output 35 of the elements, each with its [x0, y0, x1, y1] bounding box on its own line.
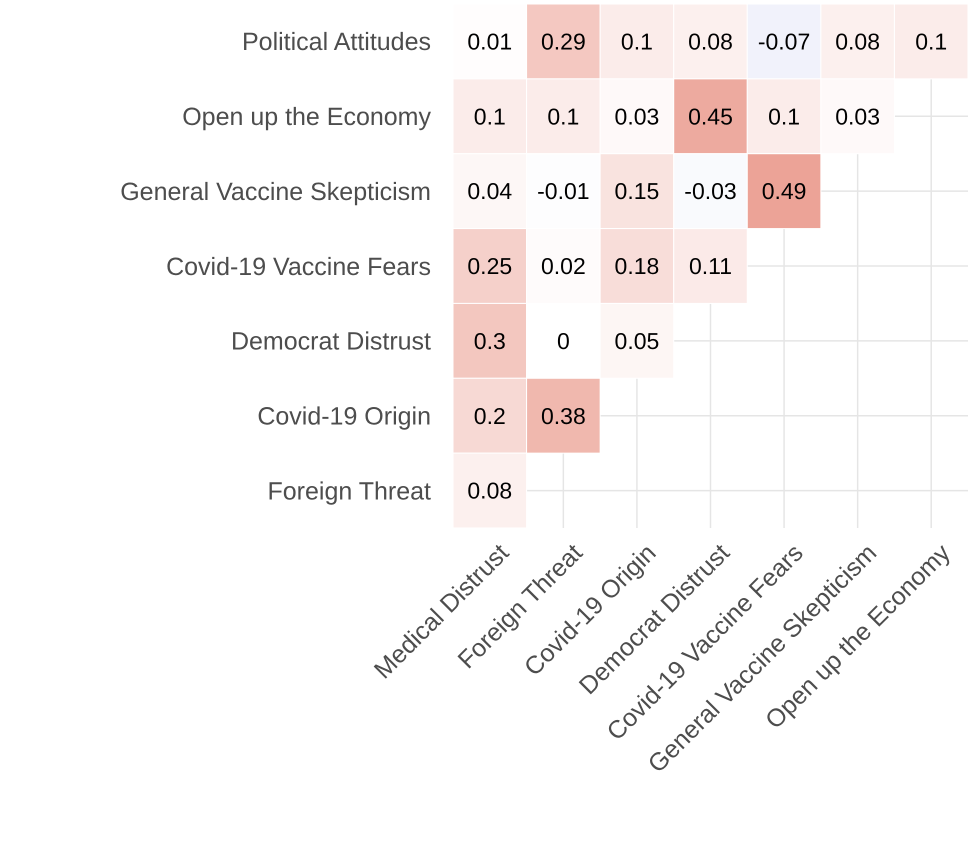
y-tick-label: General Vaccine Skepticism	[120, 178, 431, 206]
data-label: 0.25	[467, 253, 512, 280]
y-tick-label: Democrat Distrust	[230, 328, 432, 356]
y-tick-label: Foreign Threat	[267, 477, 432, 506]
data-label: 0.1	[915, 28, 948, 54]
data-label: 0.11	[688, 253, 732, 280]
data-label: 0.03	[835, 103, 880, 130]
data-label: 0.05	[614, 328, 660, 354]
data-label: 0.04	[467, 178, 512, 204]
data-label: 0.1	[474, 103, 506, 130]
data-label: 0.01	[467, 28, 512, 54]
data-label: 0.08	[688, 28, 733, 54]
data-label: 0.08	[467, 478, 512, 504]
data-label: 0.29	[540, 28, 586, 54]
data-label: 0.1	[620, 28, 653, 54]
y-tick-label: Covid-19 Vaccine Fears	[166, 252, 431, 281]
data-label: 0	[556, 328, 570, 354]
data-label: 0.2	[474, 402, 506, 429]
y-tick-label: Political Attitudes	[242, 28, 431, 56]
data-label: 0.49	[762, 178, 806, 204]
data-label: 0.18	[614, 253, 660, 280]
data-label: 0.45	[688, 103, 733, 130]
y-tick-label: Covid-19 Origin	[257, 402, 431, 430]
data-label: 0.1	[768, 103, 800, 130]
data-label: 0.08	[835, 28, 880, 54]
data-label: 0.38	[540, 402, 586, 429]
y-tick-label: Open up the Economy	[182, 103, 432, 132]
data-label: 0.03	[614, 103, 660, 130]
data-label: 0.02	[540, 253, 586, 280]
data-label: -0.01	[537, 178, 590, 204]
data-label: -0.07	[758, 28, 810, 54]
data-label: 0.3	[474, 328, 506, 354]
data-label: 0.1	[547, 103, 580, 130]
data-label: -0.03	[684, 178, 737, 204]
data-label: 0.15	[614, 178, 660, 204]
